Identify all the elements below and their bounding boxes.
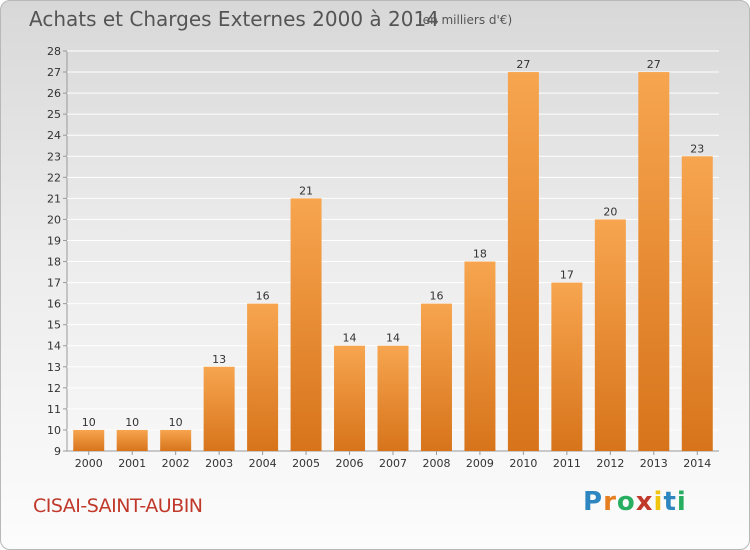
logo-letter: x: [635, 487, 654, 517]
bar: [160, 429, 192, 451]
x-tick-label: 2012: [596, 457, 624, 470]
x-tick-label: 2003: [205, 457, 233, 470]
y-tick-label: 24: [47, 129, 61, 142]
bar: [507, 72, 539, 451]
x-tick-label: 2010: [509, 457, 537, 470]
x-tick-label: 2001: [118, 457, 146, 470]
y-tick-label: 19: [47, 234, 61, 247]
chart-title: Achats et Charges Externes 2000 à 2014: [29, 7, 439, 31]
bar: [247, 303, 279, 451]
y-tick-label: 17: [47, 277, 61, 290]
bar-value-label: 13: [212, 353, 226, 366]
bar: [290, 198, 322, 451]
x-tick-label: 2011: [553, 457, 581, 470]
logo-letter: r: [603, 487, 617, 517]
chart-subtitle: (en milliers d'€): [418, 13, 513, 27]
logo-letter: i: [676, 487, 687, 517]
y-tick-label: 10: [47, 424, 61, 437]
bar: [594, 219, 626, 451]
bar: [681, 156, 713, 451]
y-tick-label: 26: [47, 87, 61, 100]
bar-value-label: 14: [386, 332, 400, 345]
bar-value-label: 14: [343, 332, 357, 345]
bar: [116, 429, 148, 451]
y-tick-label: 20: [47, 213, 61, 226]
bar: [551, 282, 583, 451]
y-tick-label: 12: [47, 382, 61, 395]
bar-value-label: 10: [125, 416, 139, 429]
y-tick-label: 25: [47, 108, 61, 121]
bar: [334, 345, 366, 451]
bar: [464, 261, 496, 451]
x-tick-label: 2013: [640, 457, 668, 470]
bar: [73, 429, 105, 451]
proxiti-logo: Proxiti: [583, 487, 687, 517]
bar-value-label: 16: [256, 290, 270, 303]
bar-value-label: 16: [429, 290, 443, 303]
x-tick-label: 2008: [422, 457, 450, 470]
x-tick-label: 2009: [466, 457, 494, 470]
bar: [203, 366, 235, 451]
bar-value-label: 27: [516, 58, 530, 71]
y-tick-label: 21: [47, 192, 61, 205]
logo-letter: t: [663, 487, 677, 517]
y-tick-label: 13: [47, 361, 61, 374]
y-tick-label: 14: [47, 340, 61, 353]
y-tick-label: 22: [47, 171, 61, 184]
x-tick-label: 2006: [336, 457, 364, 470]
y-tick-label: 23: [47, 150, 61, 163]
y-tick-label: 18: [47, 256, 61, 269]
y-tick-label: 9: [54, 445, 61, 458]
y-tick-label: 27: [47, 66, 61, 79]
logo-letter: i: [653, 487, 664, 517]
x-tick-label: 2014: [683, 457, 711, 470]
bar-value-label: 27: [647, 58, 661, 71]
commune-name: CISAI-SAINT-AUBIN: [33, 495, 203, 517]
y-tick-label: 16: [47, 298, 61, 311]
bar-value-label: 21: [299, 184, 313, 197]
x-tick-label: 2004: [249, 457, 277, 470]
x-tick-label: 2000: [75, 457, 103, 470]
bar: [420, 303, 452, 451]
bar-value-label: 23: [690, 142, 704, 155]
y-tick-label: 28: [47, 45, 61, 58]
x-tick-label: 2007: [379, 457, 407, 470]
x-tick-label: 2005: [292, 457, 320, 470]
logo-letter: o: [616, 487, 636, 517]
y-tick-label: 11: [47, 403, 61, 416]
bar-value-label: 10: [169, 416, 183, 429]
bar-value-label: 17: [560, 269, 574, 282]
bar: [638, 72, 670, 451]
bar: [377, 345, 409, 451]
bar-value-label: 10: [82, 416, 96, 429]
bar-value-label: 18: [473, 248, 487, 261]
x-tick-label: 2002: [162, 457, 190, 470]
logo-letter: P: [583, 487, 604, 517]
bar-value-label: 20: [603, 205, 617, 218]
y-tick-label: 15: [47, 319, 61, 332]
